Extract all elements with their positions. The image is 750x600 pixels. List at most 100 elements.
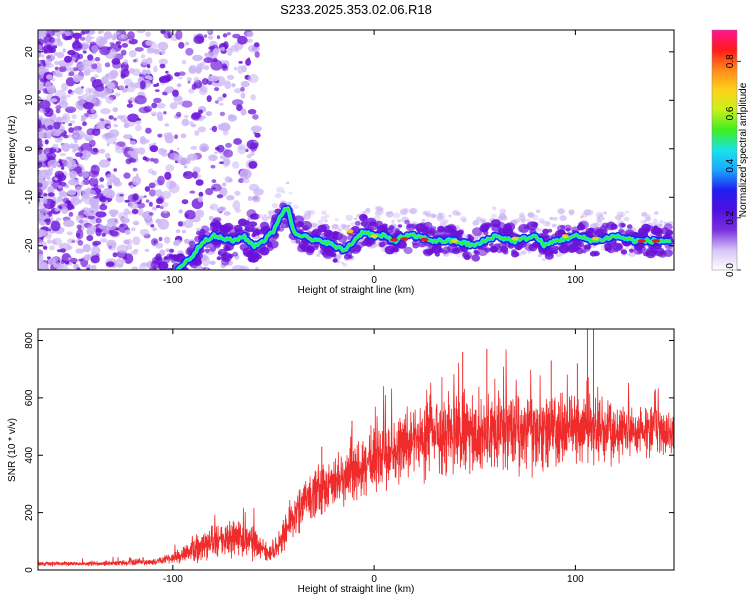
noise-blob — [45, 233, 52, 239]
noise-blob — [66, 159, 77, 170]
noise-blob — [145, 40, 154, 46]
noise-blob — [98, 148, 106, 154]
noise-blob — [160, 49, 166, 55]
track-warm-spot — [592, 236, 599, 241]
noise-blob — [541, 257, 547, 262]
noise-blob — [181, 100, 193, 108]
band-blob — [320, 223, 330, 232]
noise-blob — [475, 216, 482, 222]
noise-blob — [80, 66, 87, 70]
band-blob — [665, 229, 673, 236]
noise-blob — [116, 244, 129, 254]
band-blob — [503, 250, 509, 255]
band-blob — [593, 227, 604, 236]
noise-blob — [127, 113, 139, 123]
noise-blob — [101, 76, 109, 85]
noise-blob — [316, 253, 321, 257]
noise-blob — [56, 34, 60, 38]
noise-blob — [70, 195, 78, 204]
noise-blob — [70, 56, 77, 63]
noise-blob — [212, 48, 219, 56]
band-blob — [578, 220, 589, 230]
noise-blob — [223, 41, 229, 50]
noise-blob — [60, 259, 65, 264]
noise-blob — [72, 41, 83, 52]
noise-blob — [288, 191, 293, 195]
colorbar: 0.0 0.2 0.4 0.6 0.8 Normalized spectral ampl… — [711, 29, 749, 277]
noise-blob — [52, 30, 61, 33]
noise-blob — [126, 103, 134, 108]
track-warm-spot — [561, 234, 569, 239]
track-hotspot — [637, 239, 646, 243]
band-blob — [209, 246, 217, 252]
noise-blob — [240, 86, 245, 92]
noise-blob — [568, 209, 575, 215]
noise-blob — [146, 69, 151, 75]
noise-blob — [100, 30, 104, 34]
noise-blob — [208, 154, 218, 162]
noise-blob — [652, 218, 659, 223]
noise-blob — [82, 178, 90, 185]
noise-blob — [107, 125, 111, 129]
noise-blob — [99, 195, 107, 203]
noise-blob — [120, 68, 130, 78]
noise-blob — [267, 210, 274, 216]
track-hotspot — [420, 237, 429, 242]
noise-blob — [129, 140, 136, 145]
noise-blob — [62, 48, 66, 53]
noise-blob — [47, 192, 55, 197]
noise-blob — [207, 35, 214, 40]
noise-blob — [375, 206, 382, 211]
noise-blob — [134, 95, 147, 105]
noise-blob — [156, 204, 161, 209]
noise-blob — [198, 109, 203, 115]
noise-blob — [132, 220, 140, 226]
band-blob — [663, 223, 673, 231]
noise-blob — [64, 55, 72, 63]
noise-blob — [81, 114, 87, 119]
noise-blob — [99, 204, 108, 211]
noise-blob — [178, 71, 186, 76]
band-blob — [369, 220, 376, 227]
noise-blob — [221, 182, 227, 187]
noise-blob — [195, 209, 205, 218]
noise-blob — [151, 206, 158, 211]
noise-blob — [92, 147, 98, 153]
noise-blob — [144, 248, 150, 252]
noise-blob — [212, 187, 216, 190]
noise-blob — [71, 134, 78, 141]
noise-blob — [250, 94, 256, 101]
noise-blob — [38, 59, 41, 65]
noise-blob — [456, 253, 461, 258]
noise-blob — [76, 215, 84, 220]
band-blob — [575, 247, 584, 255]
noise-blob — [145, 127, 152, 134]
noise-blob — [137, 207, 144, 216]
band-blob — [298, 240, 308, 248]
noise-blob — [38, 139, 43, 143]
noise-blob — [130, 250, 138, 256]
noise-blob — [149, 145, 159, 153]
noise-blob — [108, 185, 112, 189]
noise-blob — [154, 89, 160, 92]
noise-blob — [181, 59, 187, 65]
noise-blob — [311, 222, 317, 228]
noise-blob — [169, 248, 175, 253]
noise-blob — [38, 265, 47, 270]
track-warm-spot — [346, 229, 354, 234]
noise-blob — [460, 216, 467, 222]
noise-blob — [536, 209, 541, 214]
noise-blob — [649, 234, 653, 237]
band-blob — [633, 244, 641, 251]
noise-blob — [83, 156, 89, 161]
noise-blob — [68, 127, 75, 133]
noise-blob — [655, 222, 661, 227]
noise-blob — [233, 66, 238, 71]
noise-blob — [68, 262, 72, 266]
noise-blob — [169, 180, 177, 189]
noise-blob — [145, 217, 154, 226]
noise-blob — [59, 65, 67, 73]
band-blob — [213, 221, 222, 229]
noise-blob — [107, 242, 117, 251]
noise-blob — [281, 190, 286, 194]
